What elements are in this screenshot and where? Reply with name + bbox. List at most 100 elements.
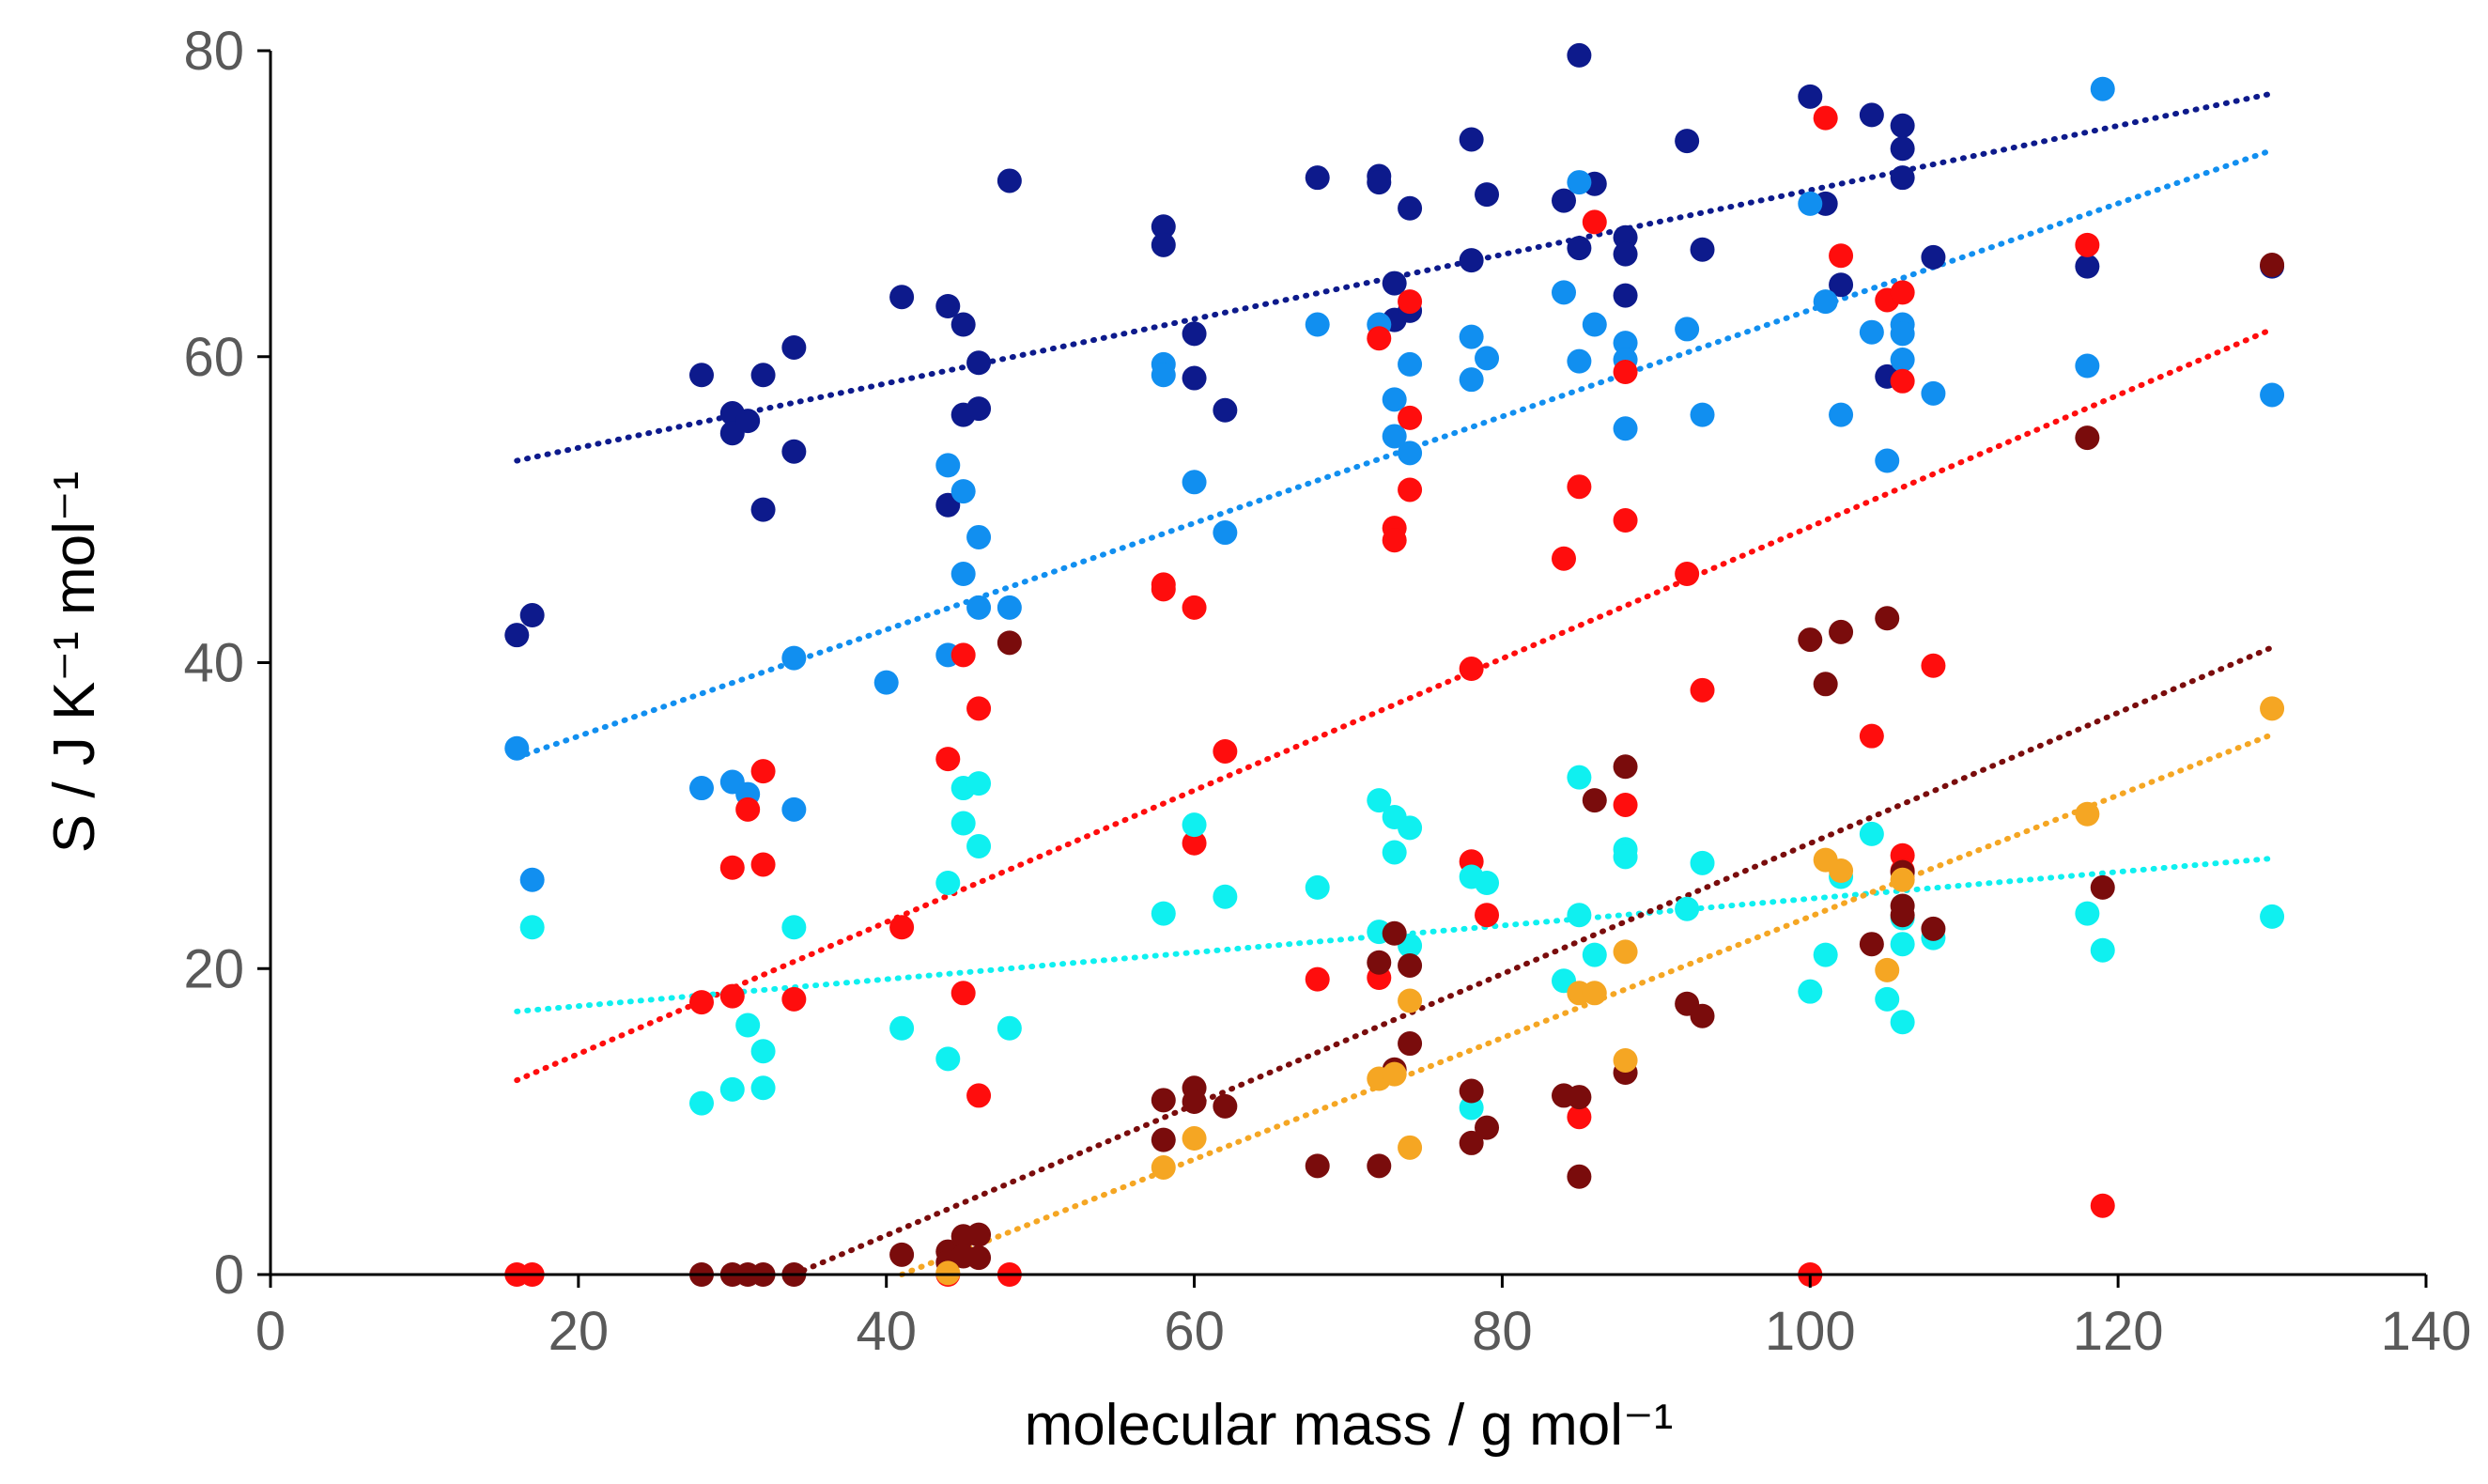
data-point-light-blue — [2260, 382, 2285, 408]
data-point-navy — [1921, 244, 1946, 270]
data-point-orange — [1875, 957, 1900, 982]
data-point-navy — [1459, 127, 1484, 152]
data-point-navy — [1890, 136, 1915, 162]
data-point-red — [1567, 1105, 1592, 1130]
data-point-dark-red — [1367, 1153, 1392, 1179]
data-point-cyan — [1459, 1095, 1484, 1121]
trendline-light-blue — [514, 147, 2276, 761]
data-point-cyan — [719, 1076, 745, 1102]
data-point-dark-red — [997, 630, 1022, 656]
trendline-orange — [899, 732, 2276, 1277]
x-tick-label: 0 — [255, 1301, 286, 1362]
data-point-red — [889, 915, 915, 940]
data-point-light-blue — [689, 776, 714, 801]
data-point-light-blue — [1213, 520, 1238, 546]
data-point-orange — [1182, 1126, 1207, 1152]
data-point-navy — [504, 623, 530, 648]
data-point-red — [1813, 105, 1838, 131]
data-point-dark-red — [1567, 1085, 1592, 1110]
data-point-cyan — [2090, 937, 2115, 963]
data-point-red — [1582, 209, 1607, 235]
data-point-navy — [781, 439, 807, 464]
data-point-orange — [1398, 1135, 1423, 1160]
data-point-dark-red — [2260, 253, 2285, 278]
data-point-dark-red — [1813, 672, 1838, 697]
data-point-orange — [1398, 988, 1423, 1013]
data-point-navy — [1829, 272, 1854, 298]
data-point-orange — [1582, 981, 1607, 1006]
data-point-red — [719, 855, 745, 880]
data-point-dark-red — [1367, 950, 1392, 975]
data-point-dark-red — [2075, 425, 2100, 451]
data-point-orange — [2260, 696, 2285, 721]
data-point-navy — [1382, 271, 1407, 296]
data-point-red — [1567, 474, 1592, 500]
data-point-light-blue — [1382, 387, 1407, 412]
data-point-navy — [1305, 165, 1330, 191]
data-point-navy — [1213, 397, 1238, 423]
data-point-orange — [1829, 858, 1854, 884]
x-tick-label: 100 — [1765, 1301, 1856, 1362]
data-point-red — [1398, 405, 1423, 430]
data-point-cyan — [1613, 844, 1638, 870]
data-point-red — [950, 981, 976, 1006]
data-point-light-blue — [1875, 448, 1900, 473]
data-point-navy — [1567, 236, 1592, 261]
data-point-light-blue — [1382, 424, 1407, 449]
data-point-orange — [1890, 867, 1915, 892]
data-point-navy — [1798, 84, 1823, 109]
data-point-red — [1552, 546, 1576, 571]
data-point-dark-red — [1875, 606, 1900, 631]
data-point-red — [719, 983, 745, 1009]
data-point-navy — [1151, 232, 1176, 257]
data-point-cyan — [1151, 901, 1176, 926]
data-point-navy — [1859, 102, 1884, 128]
data-point-red — [1690, 677, 1715, 703]
data-point-red — [2090, 1193, 2115, 1218]
data-point-red — [1305, 966, 1330, 992]
data-point-navy — [1613, 283, 1638, 308]
data-point-navy — [966, 396, 992, 422]
data-point-navy — [1367, 170, 1392, 195]
data-point-navy — [1182, 365, 1207, 391]
data-point-navy — [1182, 321, 1207, 347]
data-point-cyan — [781, 915, 807, 940]
data-point-light-blue — [1182, 470, 1207, 495]
data-point-light-blue — [935, 453, 961, 478]
data-point-dark-red — [1382, 920, 1407, 946]
data-point-light-blue — [519, 867, 545, 892]
data-point-dark-red — [1398, 1031, 1423, 1057]
data-point-cyan — [950, 811, 976, 836]
data-point-navy — [935, 294, 961, 319]
data-point-red — [1829, 243, 1854, 269]
data-point-cyan — [1398, 815, 1423, 841]
data-point-navy — [750, 497, 776, 522]
data-point-light-blue — [1552, 280, 1576, 305]
data-point-red — [1890, 368, 1915, 394]
data-point-dark-red — [1213, 1093, 1238, 1119]
data-point-dark-red — [1690, 1003, 1715, 1028]
data-point-dark-red — [2090, 874, 2115, 900]
data-point-cyan — [1798, 979, 1823, 1004]
data-point-light-blue — [1151, 363, 1176, 388]
x-axis-title: molecular mass / g mol⁻¹ — [1025, 1393, 1674, 1458]
data-point-red — [1890, 280, 1915, 305]
data-point-red — [1382, 528, 1407, 553]
data-point-dark-red — [1398, 952, 1423, 978]
data-point-red — [1921, 653, 1946, 678]
data-point-cyan — [935, 871, 961, 896]
data-point-light-blue — [781, 796, 807, 822]
data-point-light-blue — [1398, 351, 1423, 377]
data-point-light-blue — [1582, 312, 1607, 337]
data-point-light-blue — [504, 735, 530, 761]
data-point-red — [935, 747, 961, 772]
data-point-dark-red — [966, 1245, 992, 1271]
data-point-light-blue — [1890, 321, 1915, 347]
data-point-cyan — [935, 1046, 961, 1072]
data-point-red — [966, 1083, 992, 1108]
y-tick-label: 40 — [183, 633, 244, 694]
data-point-cyan — [966, 771, 992, 796]
data-point-light-blue — [997, 595, 1022, 620]
data-point-red — [1151, 577, 1176, 602]
data-point-cyan — [1567, 765, 1592, 790]
